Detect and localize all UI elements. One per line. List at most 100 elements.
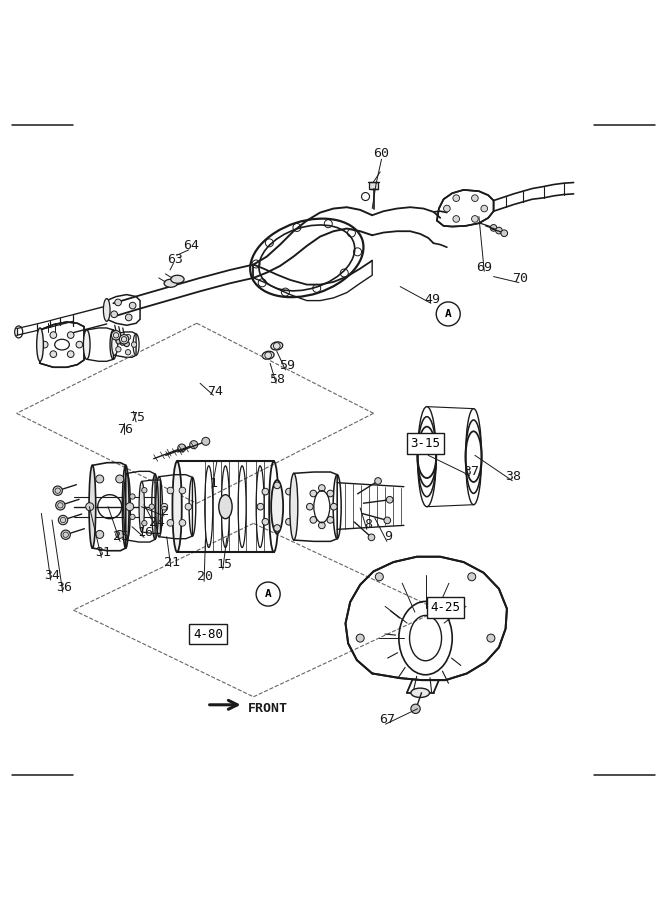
Ellipse shape [271, 480, 283, 534]
Circle shape [411, 704, 420, 714]
Circle shape [120, 340, 125, 346]
Circle shape [167, 487, 174, 494]
Circle shape [126, 503, 134, 510]
Circle shape [116, 530, 124, 538]
Text: 36: 36 [56, 580, 72, 594]
Text: 60: 60 [374, 148, 390, 160]
Circle shape [85, 503, 93, 510]
Circle shape [116, 338, 121, 344]
Text: 1: 1 [209, 477, 217, 490]
Circle shape [472, 194, 478, 202]
Circle shape [53, 486, 63, 495]
Circle shape [149, 504, 154, 509]
Text: 24: 24 [149, 516, 165, 528]
Text: 2: 2 [161, 505, 169, 518]
Ellipse shape [89, 465, 96, 548]
Circle shape [386, 497, 393, 503]
Ellipse shape [262, 351, 274, 359]
Circle shape [453, 194, 460, 202]
Circle shape [262, 518, 269, 525]
Text: 9: 9 [384, 530, 392, 544]
Circle shape [291, 503, 297, 510]
Circle shape [330, 503, 337, 510]
Circle shape [125, 349, 131, 355]
Text: 70: 70 [512, 272, 528, 285]
Circle shape [327, 491, 334, 497]
Circle shape [185, 503, 192, 510]
Circle shape [310, 517, 317, 523]
Circle shape [179, 519, 185, 526]
Text: 74: 74 [207, 385, 223, 398]
Text: 20: 20 [197, 571, 213, 583]
Circle shape [130, 514, 135, 519]
Text: 63: 63 [167, 253, 183, 266]
Circle shape [67, 332, 74, 338]
Ellipse shape [271, 342, 283, 350]
Text: 75: 75 [129, 411, 145, 425]
Circle shape [262, 489, 269, 495]
Circle shape [141, 488, 147, 493]
Circle shape [50, 351, 57, 357]
Ellipse shape [219, 495, 232, 518]
Circle shape [319, 522, 325, 528]
Text: 64: 64 [183, 239, 199, 252]
Circle shape [125, 314, 132, 320]
Circle shape [481, 205, 488, 212]
Circle shape [61, 530, 71, 539]
Circle shape [59, 516, 68, 525]
Circle shape [129, 302, 136, 309]
Circle shape [376, 572, 384, 580]
Bar [369, 182, 378, 188]
Circle shape [375, 478, 382, 484]
Circle shape [189, 441, 197, 449]
Circle shape [96, 475, 104, 483]
Text: 49: 49 [424, 292, 440, 306]
Circle shape [50, 332, 57, 338]
Circle shape [257, 503, 263, 510]
Text: 67: 67 [379, 713, 395, 726]
Circle shape [111, 310, 117, 318]
Circle shape [124, 341, 129, 346]
Circle shape [177, 444, 185, 452]
Circle shape [444, 205, 450, 212]
Text: 16: 16 [137, 526, 153, 539]
Text: 59: 59 [279, 359, 295, 373]
Circle shape [274, 525, 280, 531]
Circle shape [96, 530, 103, 538]
Ellipse shape [103, 299, 110, 321]
Circle shape [167, 519, 174, 526]
Circle shape [115, 346, 121, 352]
Circle shape [116, 475, 124, 483]
Circle shape [115, 299, 121, 306]
Circle shape [368, 534, 375, 541]
Circle shape [201, 437, 209, 446]
Circle shape [319, 485, 325, 491]
Circle shape [111, 330, 121, 340]
Text: 3-15: 3-15 [411, 436, 440, 450]
Circle shape [490, 225, 497, 231]
Circle shape [179, 487, 185, 494]
Circle shape [472, 216, 478, 222]
Circle shape [310, 491, 317, 497]
Circle shape [67, 351, 74, 357]
Circle shape [501, 230, 508, 237]
Circle shape [131, 342, 137, 347]
Text: 76: 76 [117, 424, 133, 436]
Ellipse shape [172, 462, 181, 552]
Circle shape [468, 572, 476, 580]
Text: 34: 34 [44, 569, 60, 582]
Ellipse shape [139, 482, 145, 532]
Circle shape [274, 482, 280, 489]
Ellipse shape [171, 275, 184, 284]
Circle shape [306, 503, 313, 510]
Text: 4-80: 4-80 [193, 627, 223, 641]
Circle shape [453, 216, 460, 222]
Circle shape [119, 335, 129, 344]
Circle shape [487, 634, 495, 642]
Ellipse shape [37, 328, 43, 361]
Circle shape [161, 503, 168, 510]
Text: FRONT: FRONT [248, 702, 288, 716]
Text: A: A [265, 590, 271, 599]
Circle shape [130, 494, 135, 500]
Text: 69: 69 [476, 261, 492, 274]
